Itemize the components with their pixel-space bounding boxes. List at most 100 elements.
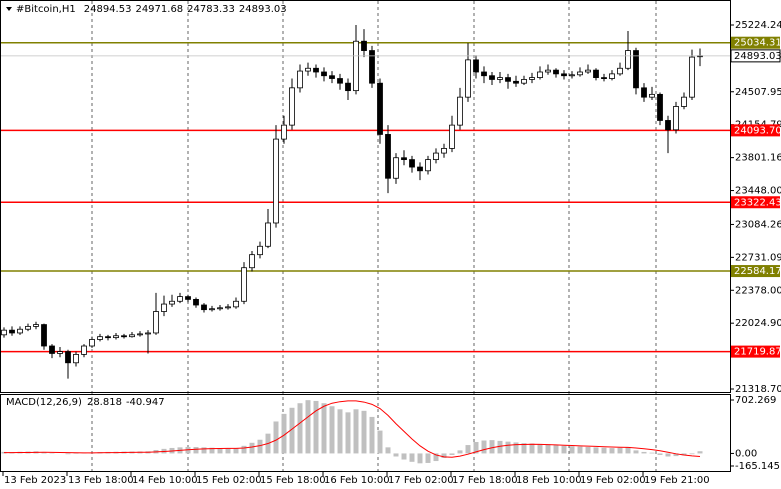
candle-body xyxy=(377,82,383,135)
candle-body xyxy=(353,40,359,92)
y-tick-label: 21318.70 xyxy=(735,384,781,395)
candle-body xyxy=(609,73,615,79)
candle-body xyxy=(281,124,287,140)
macd-bar xyxy=(241,445,247,454)
macd-bar xyxy=(401,453,407,460)
macd-bar xyxy=(673,453,679,457)
macd-bar xyxy=(233,448,239,454)
macd-bar xyxy=(337,409,343,454)
macd-bar xyxy=(257,439,263,454)
level-label: 23322.43 xyxy=(734,197,781,208)
candle-body xyxy=(665,120,671,131)
macd-bar xyxy=(217,448,223,454)
macd-bar xyxy=(473,442,479,454)
candle-body xyxy=(593,69,599,78)
candle-body xyxy=(361,40,367,51)
x-tick-label: 15 Feb 02:00 xyxy=(196,475,262,486)
macd-bar xyxy=(369,416,375,454)
candle-body xyxy=(425,159,431,172)
candle-body xyxy=(225,306,231,309)
macd-bar xyxy=(281,413,287,454)
macd-bar xyxy=(65,453,71,455)
candle-body xyxy=(681,96,687,107)
macd-bar xyxy=(409,453,415,462)
candle-body xyxy=(465,59,471,98)
candle-body xyxy=(529,77,535,80)
candle-body xyxy=(313,67,319,73)
macd-bar xyxy=(577,446,583,454)
grid xyxy=(91,1,657,471)
candle-body xyxy=(25,326,31,330)
level-label-bg xyxy=(731,124,780,137)
open: 24894.53 xyxy=(84,4,132,15)
macd-bar xyxy=(353,409,359,454)
macd-bar xyxy=(625,446,631,454)
macd-bar xyxy=(497,440,503,454)
candle-body xyxy=(409,159,415,168)
candle-body xyxy=(97,336,103,340)
price-frame xyxy=(0,0,731,393)
macd-bar xyxy=(601,447,607,454)
candle-body xyxy=(73,353,79,364)
level-label: 22584.17 xyxy=(734,266,781,277)
macd-bar xyxy=(537,443,543,454)
low: 24783.33 xyxy=(187,4,235,15)
macd-bar xyxy=(505,441,511,454)
candle-body xyxy=(321,71,327,77)
macd-bar xyxy=(585,446,591,454)
macd-bar xyxy=(465,445,471,454)
macd-tick-label: 0.00 xyxy=(735,448,757,459)
candle-body xyxy=(401,157,407,161)
candle-body xyxy=(153,311,159,334)
level-label-bg xyxy=(731,265,780,278)
candle-body xyxy=(193,299,199,306)
candle-body xyxy=(393,157,399,179)
last-price-bg xyxy=(730,49,781,63)
x-tick-label: 19 Feb 21:00 xyxy=(644,475,710,486)
candle-body xyxy=(129,334,135,338)
macd-bar xyxy=(689,453,695,455)
candle-body xyxy=(433,152,439,161)
last-price-label: 24893.03 xyxy=(734,51,781,62)
candle-body xyxy=(649,93,655,98)
candle-body xyxy=(201,304,207,311)
candle-body xyxy=(521,79,527,84)
y-tick-label: 23448.00 xyxy=(735,186,781,197)
candle-body xyxy=(505,77,511,82)
macd-bar xyxy=(385,447,391,454)
macd-bar xyxy=(529,443,535,454)
candle-body xyxy=(33,324,39,327)
candle-body xyxy=(537,71,543,78)
macd-bar xyxy=(641,451,647,454)
macd-bar xyxy=(417,453,423,464)
chart-header: #Bitcoin,H1 24894.53 24971.68 24783.33 24893… xyxy=(16,4,287,15)
macd-bar xyxy=(657,453,663,455)
y-tick-label: 23084.26 xyxy=(735,219,781,230)
candle-body xyxy=(481,71,487,77)
x-tick-label: 14 Feb 10:00 xyxy=(132,475,198,486)
candle-body xyxy=(417,166,423,172)
candle-body xyxy=(217,307,223,310)
candle-body xyxy=(161,303,167,312)
candle-body xyxy=(617,67,623,75)
macd-bar xyxy=(321,403,327,454)
macd-bar xyxy=(489,440,495,454)
candle-body xyxy=(145,332,151,335)
symbol-icon xyxy=(6,7,12,11)
histogram-last: 28.818 xyxy=(87,397,122,408)
x-tick-label: 17 Feb 02:00 xyxy=(388,475,454,486)
axis: 25224.2424507.9524154.7923801.1623448.00… xyxy=(2,20,781,486)
macd-bar xyxy=(1,451,7,454)
macd-bar xyxy=(329,406,335,454)
candle-body xyxy=(545,69,551,73)
candle-body xyxy=(137,333,143,336)
macd-bar xyxy=(41,452,47,454)
macd-bar xyxy=(457,450,463,454)
level-label-bg xyxy=(731,196,780,209)
macd-tick-label: 702.269 xyxy=(735,395,776,406)
candle-body xyxy=(569,74,575,77)
candle-body xyxy=(385,134,391,179)
macd-bar xyxy=(681,453,687,456)
candle-body xyxy=(457,96,463,126)
macd-bar xyxy=(481,440,487,454)
